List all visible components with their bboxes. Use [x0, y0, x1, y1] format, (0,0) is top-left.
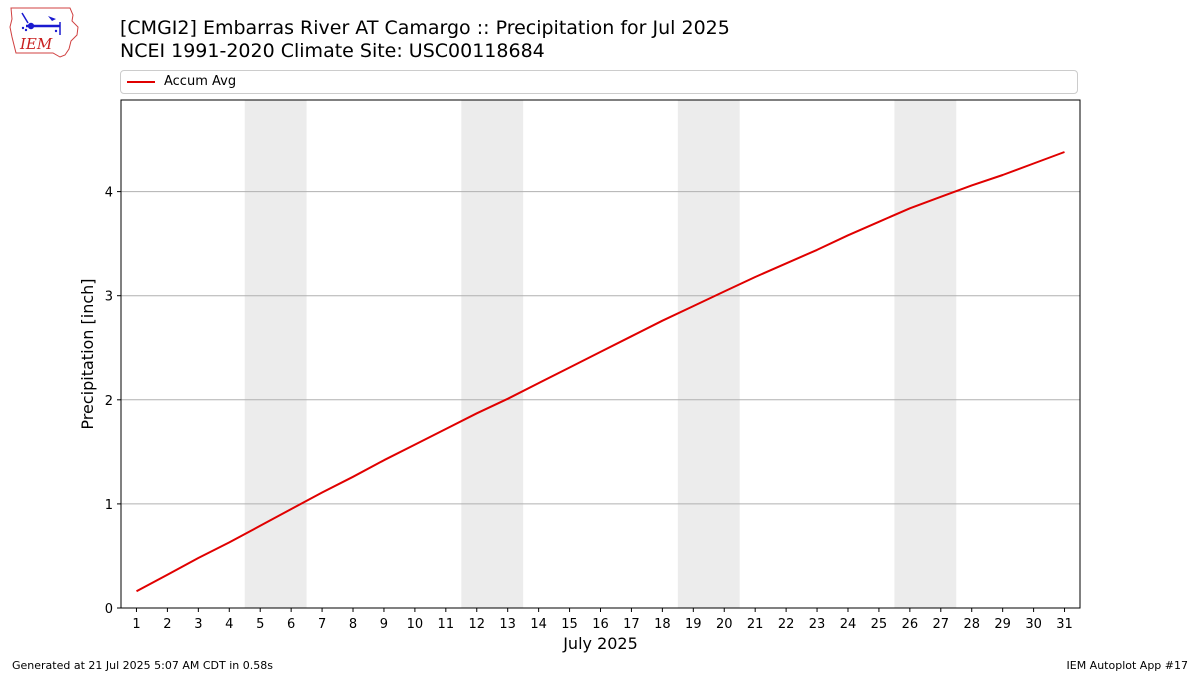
y-tick-label-2: 2: [105, 394, 113, 409]
y-tick-label-1: 1: [105, 498, 113, 513]
x-tick-label-13: 13: [499, 617, 516, 632]
weekend-band-1: [244, 100, 307, 608]
x-tick-label-1: 1: [132, 617, 140, 632]
generated-footer: Generated at 21 Jul 2025 5:07 AM CDT in …: [12, 659, 273, 672]
y-axis-label: Precipitation [inch]: [78, 278, 97, 429]
y-tick-label-0: 0: [105, 602, 113, 617]
x-tick-label-16: 16: [592, 617, 609, 632]
iem-logo: IEM: [8, 5, 80, 59]
x-tick-label-26: 26: [902, 617, 919, 632]
x-tick-label-5: 5: [256, 617, 264, 632]
x-axis-label: July 2025: [562, 634, 638, 653]
logo-text: IEM: [19, 35, 53, 53]
legend-swatch-accum-avg: [127, 81, 155, 83]
x-tick-label-24: 24: [840, 617, 857, 632]
series-line-accum-avg: [136, 151, 1065, 593]
x-tick-label-29: 29: [994, 617, 1011, 632]
x-tick-label-28: 28: [963, 617, 980, 632]
app-footer: IEM Autoplot App #17: [1066, 659, 1189, 672]
chart-legend: Accum Avg: [120, 70, 1078, 94]
x-tick-label-21: 21: [747, 617, 764, 632]
x-tick-label-2: 2: [163, 617, 171, 632]
x-tick-label-18: 18: [654, 617, 671, 632]
x-tick-label-27: 27: [933, 617, 950, 632]
plot-frame: [120, 99, 1081, 609]
y-tick-label-3: 3: [105, 290, 113, 305]
x-tick-label-23: 23: [809, 617, 826, 632]
x-tick-label-19: 19: [685, 617, 702, 632]
x-tick-label-8: 8: [349, 617, 357, 632]
x-tick-label-4: 4: [225, 617, 233, 632]
x-tick-label-14: 14: [530, 617, 547, 632]
x-tick-label-31: 31: [1056, 617, 1073, 632]
x-tick-label-12: 12: [468, 617, 485, 632]
x-tick-label-6: 6: [287, 617, 295, 632]
y-tick-label-4: 4: [105, 186, 113, 201]
x-tick-label-7: 7: [318, 617, 326, 632]
x-tick-label-3: 3: [194, 617, 202, 632]
x-tick-label-25: 25: [871, 617, 888, 632]
weekend-band-2: [461, 100, 524, 608]
iem-iowa-logo-icon: IEM: [9, 7, 79, 58]
x-tick-label-15: 15: [561, 617, 578, 632]
x-tick-label-17: 17: [623, 617, 640, 632]
x-tick-label-30: 30: [1025, 617, 1042, 632]
x-tick-label-9: 9: [380, 617, 388, 632]
x-tick-label-22: 22: [778, 617, 795, 632]
weekend-band-3: [677, 100, 740, 608]
x-tick-label-11: 11: [438, 617, 455, 632]
x-tick-label-20: 20: [716, 617, 733, 632]
chart-title: [CMGI2] Embarras River AT Camargo :: Pre…: [120, 17, 730, 39]
weekend-band-4: [894, 100, 957, 608]
legend-label-accum-avg: Accum Avg: [164, 74, 237, 89]
x-tick-label-10: 10: [407, 617, 424, 632]
chart-subtitle: NCEI 1991-2020 Climate Site: USC00118684: [120, 40, 545, 62]
